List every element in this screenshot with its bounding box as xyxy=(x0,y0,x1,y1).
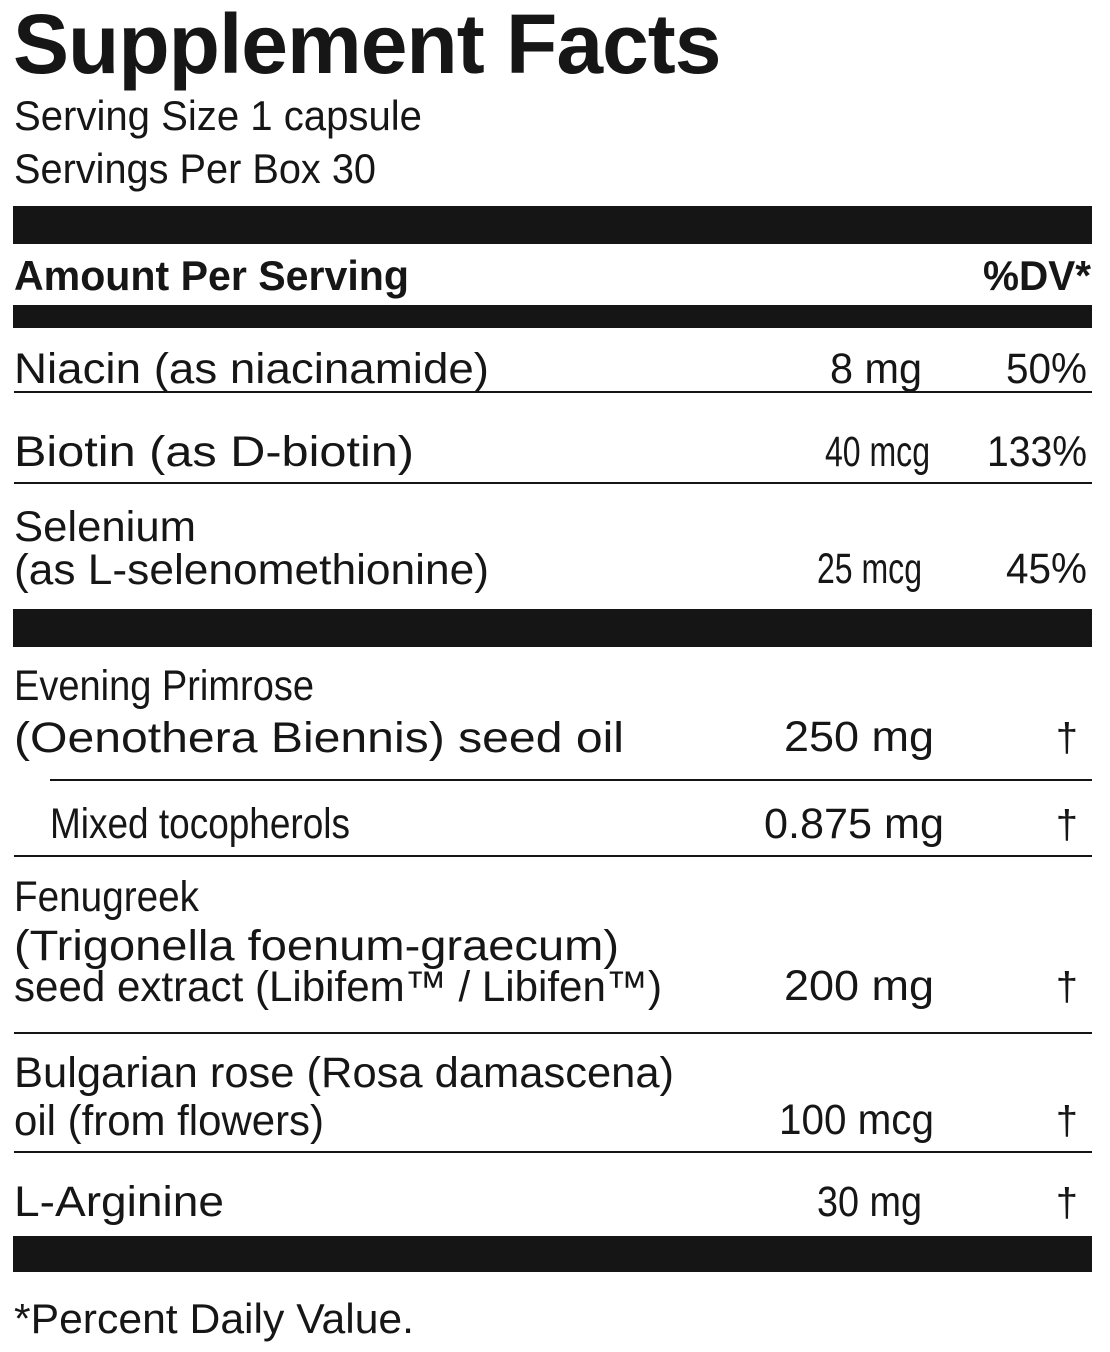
svg-text:Fenugreek: Fenugreek xyxy=(14,873,199,921)
svg-text:Serving Size 1 capsule: Serving Size 1 capsule xyxy=(14,92,422,139)
svg-text:oil (from flowers): oil (from flowers) xyxy=(14,1097,324,1145)
svg-text:†: † xyxy=(1056,716,1078,760)
svg-text:Amount Per Serving: Amount Per Serving xyxy=(14,252,409,299)
svg-text:Supplement Facts: Supplement Facts xyxy=(13,0,720,91)
svg-text:%DV*: %DV* xyxy=(983,252,1092,299)
svg-text:†: † xyxy=(1056,965,1078,1009)
svg-text:0.875 mg: 0.875 mg xyxy=(764,800,944,848)
svg-text:Evening Primrose: Evening Primrose xyxy=(14,662,314,710)
svg-text:Biotin (as D-biotin): Biotin (as D-biotin) xyxy=(14,428,414,476)
svg-text:Mixed tocopherols: Mixed tocopherols xyxy=(50,800,350,848)
svg-text:133%: 133% xyxy=(987,428,1087,476)
svg-text:100 mcg: 100 mcg xyxy=(779,1096,934,1144)
svg-text:50%: 50% xyxy=(1006,345,1087,393)
svg-text:Niacin (as niacinamide): Niacin (as niacinamide) xyxy=(14,345,489,393)
svg-text:(Oenothera Biennis) seed oil: (Oenothera Biennis) seed oil xyxy=(14,714,624,762)
svg-text:Selenium: Selenium xyxy=(14,503,196,551)
svg-text:200 mg: 200 mg xyxy=(784,962,934,1010)
svg-text:†: † xyxy=(1056,803,1078,847)
svg-text:40 mcg: 40 mcg xyxy=(825,428,930,476)
svg-text:*Percent Daily Value.: *Percent Daily Value. xyxy=(14,1295,414,1342)
svg-text:250 mg: 250 mg xyxy=(784,713,934,761)
svg-text:†: † xyxy=(1056,1181,1078,1225)
svg-text:†: † xyxy=(1056,1099,1078,1143)
svg-text:30 mg: 30 mg xyxy=(817,1178,922,1226)
svg-text:seed extract (Libifem™ / Libif: seed extract (Libifem™ / Libifen™) xyxy=(14,963,662,1011)
svg-text:25 mcg: 25 mcg xyxy=(817,545,922,593)
svg-text:45%: 45% xyxy=(1006,545,1087,593)
svg-text:Bulgarian rose (Rosa damascena: Bulgarian rose (Rosa damascena) xyxy=(14,1049,674,1097)
svg-text:Servings Per Box 30: Servings Per Box 30 xyxy=(14,145,376,192)
svg-text:8 mg: 8 mg xyxy=(830,345,922,393)
svg-text:L-Arginine: L-Arginine xyxy=(14,1178,224,1226)
svg-text:(as L-selenomethionine): (as L-selenomethionine) xyxy=(14,546,489,594)
